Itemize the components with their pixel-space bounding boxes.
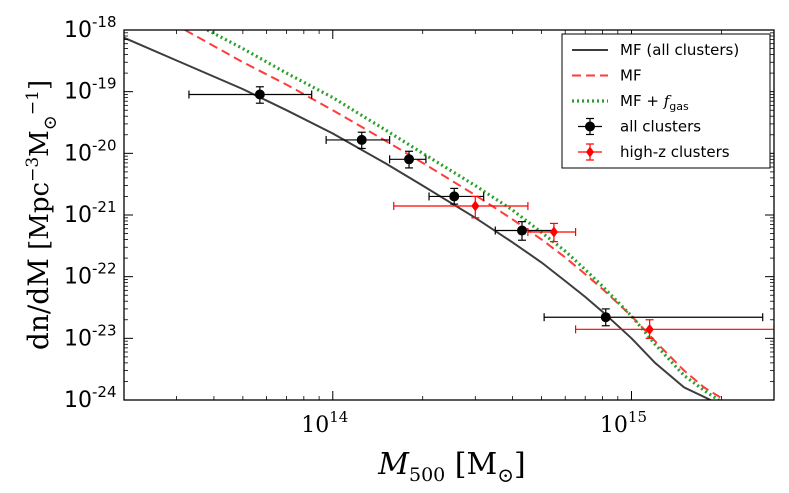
errorbar-high-z-clusters-3: [575, 319, 774, 339]
legend-label: MF (all clusters): [620, 41, 739, 59]
y-tick-label: 10-21: [64, 198, 117, 228]
y-tick-label: 10-24: [64, 383, 117, 413]
x-axis-label: M500 [M⊙]: [377, 447, 525, 487]
y-tick-label: 10-22: [64, 260, 117, 290]
legend-entry-mf: MF: [572, 67, 642, 85]
errorbar-all-clusters-1: [188, 86, 313, 104]
legend-swatch-marker: [586, 146, 594, 158]
point-high-z-clusters-2: [549, 226, 559, 238]
x-tick-label: 1014: [301, 408, 348, 438]
legend-swatch-marker: [585, 121, 595, 132]
y-tick-label: 10-19: [64, 75, 117, 105]
point-all-clusters-4: [449, 191, 460, 202]
y-tick-label: 10-20: [64, 136, 117, 166]
point-all-clusters-5: [517, 225, 528, 236]
legend-entry-all-clusters: all clusters: [578, 118, 701, 136]
markers: [254, 89, 654, 335]
y-tick-label: 10-23: [64, 321, 117, 351]
legend-label: MF: [620, 67, 642, 85]
error-bars: [188, 86, 774, 339]
errorbar-all-clusters-6: [543, 308, 764, 327]
point-all-clusters-3: [404, 154, 415, 165]
point-high-z-clusters-1: [471, 200, 480, 212]
point-all-clusters-2: [356, 134, 367, 145]
legend-entry-mf-all-clusters: MF (all clusters): [572, 41, 739, 59]
x-tick-label: 1015: [600, 408, 647, 438]
point-all-clusters-6: [600, 312, 611, 323]
axis-labels: M500 [M⊙] dn/dM [Mpc−3M⊙−1]: [22, 80, 526, 487]
legend: MF (all clusters) MF MF + fgas all clusters…: [561, 33, 771, 169]
legend-label: high-z clusters: [620, 143, 730, 161]
legend-label: MF + fgas: [620, 92, 689, 113]
legend-entry-high-z-clusters: high-z clusters: [578, 143, 730, 161]
legend-entry-mf: MF + fgas: [572, 92, 689, 113]
point-high-z-clusters-3: [645, 323, 654, 335]
errorbar-high-z-clusters-1: [393, 195, 529, 219]
y-axis-label: dn/dM [Mpc−3M⊙−1]: [22, 80, 61, 350]
axes: 10-18 10-19 10-20 10-21 10-22 10-23 10-24 1014 1…: [64, 13, 775, 438]
y-tick-label: 10-18: [64, 13, 117, 43]
legend-label: all clusters: [620, 118, 701, 136]
curve-mf-all-clusters: [124, 36, 712, 400]
point-all-clusters-1: [254, 89, 265, 100]
legend-box: [561, 33, 771, 169]
curve-mf: [184, 30, 726, 400]
